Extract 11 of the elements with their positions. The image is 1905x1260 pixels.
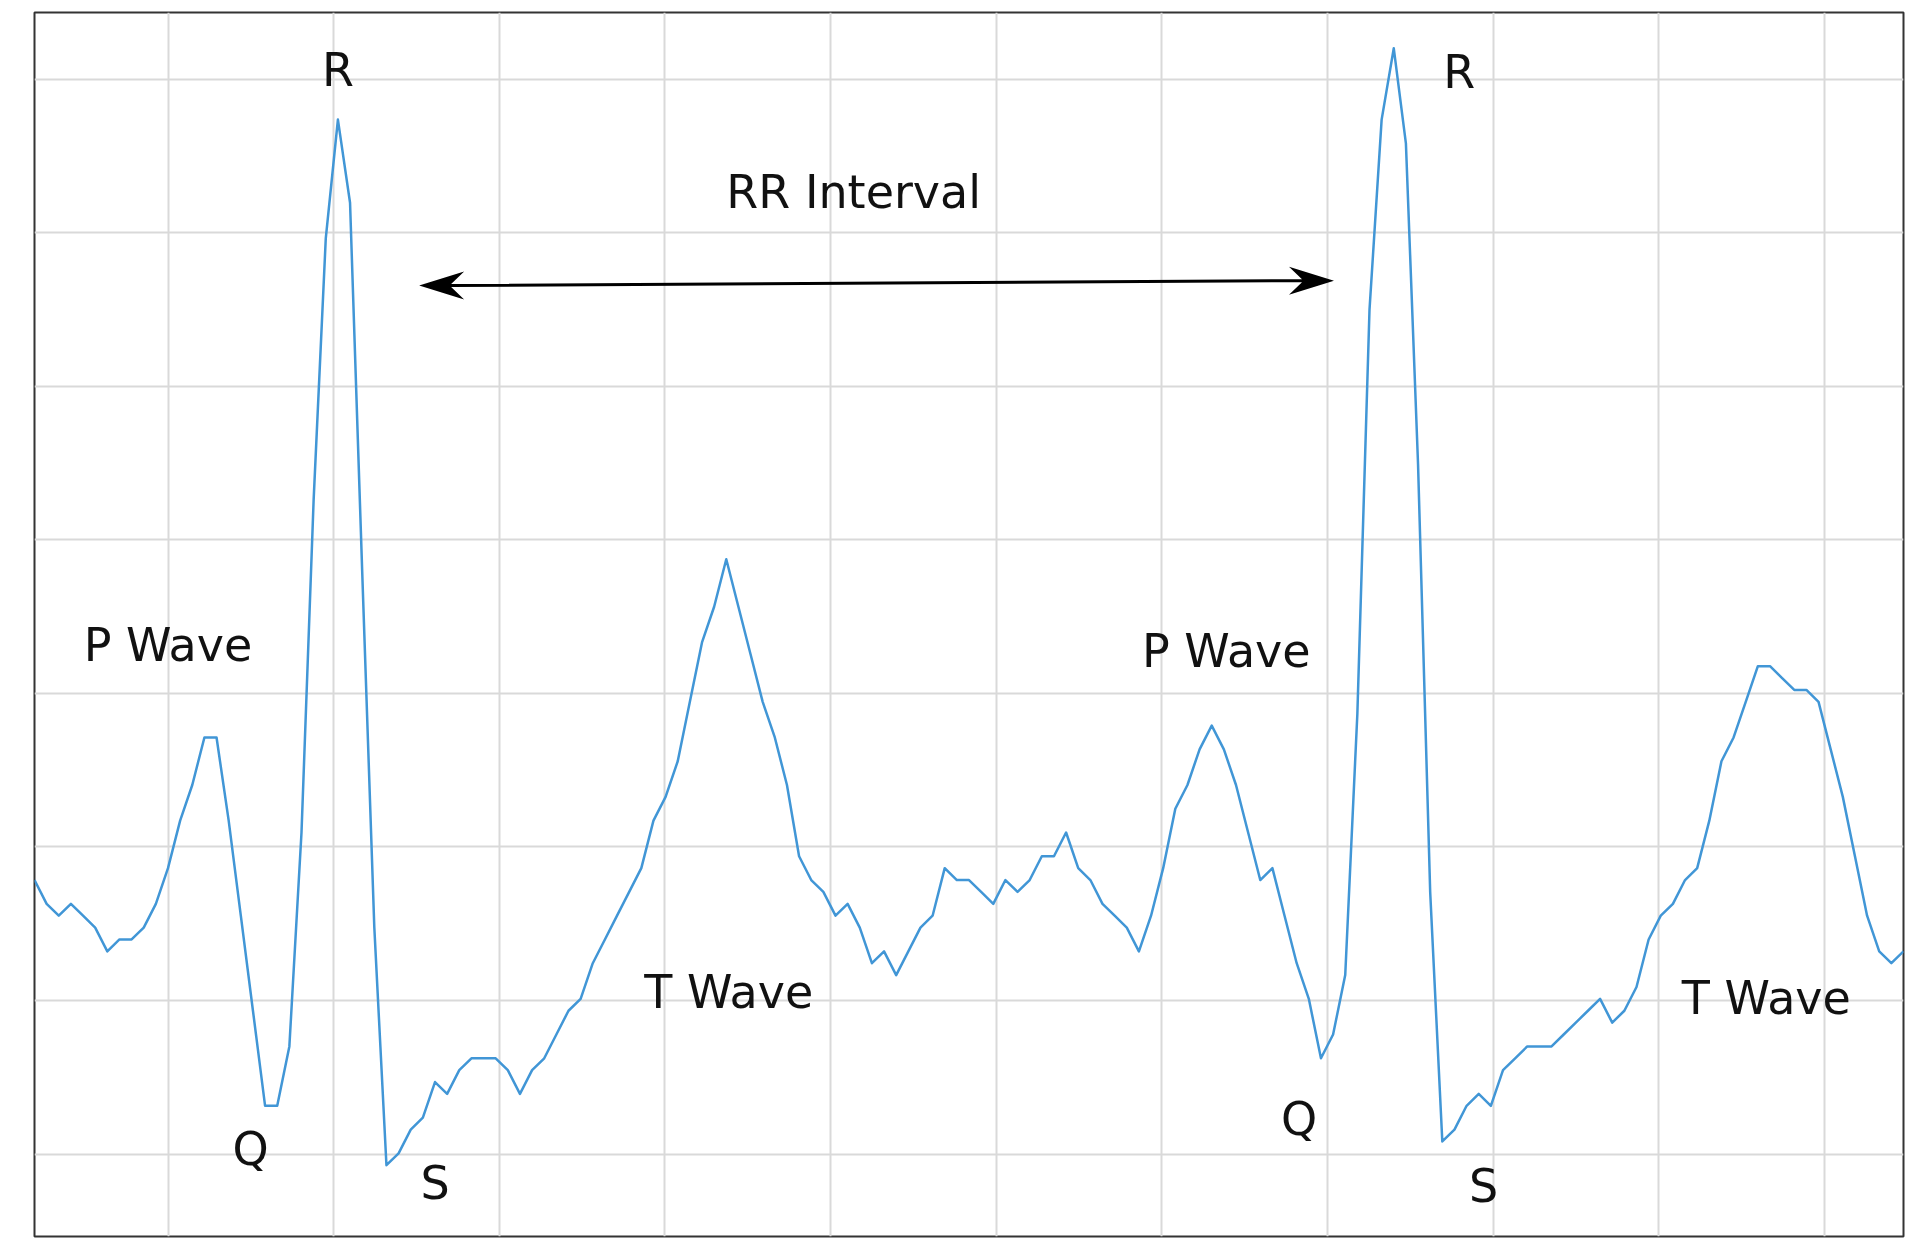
annotation: RR Interval	[726, 164, 982, 219]
annotation: P Wave	[83, 618, 253, 673]
annotation: S	[420, 1155, 450, 1210]
annotation: R	[1443, 45, 1476, 100]
annotation: Q	[1281, 1092, 1318, 1147]
annotation: Q	[232, 1122, 269, 1177]
annotation: R	[321, 42, 354, 97]
annotation: P Wave	[1141, 624, 1311, 679]
annotation: T Wave	[643, 964, 814, 1019]
annotation: T Wave	[1680, 970, 1851, 1025]
annotation: S	[1468, 1159, 1499, 1214]
